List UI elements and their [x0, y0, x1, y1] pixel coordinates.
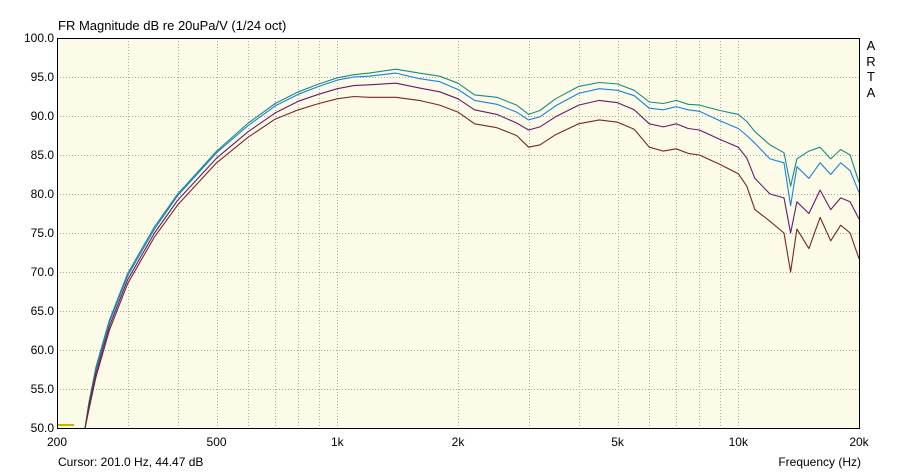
x-tick-label: 200: [47, 435, 67, 449]
series-line-4: [84, 95, 859, 428]
series-lines: [84, 68, 859, 428]
plot-frame: [57, 38, 860, 429]
x-tick-label: 1k: [331, 435, 345, 449]
y-tick-label: 90.0: [31, 109, 55, 123]
brand-letter: A: [866, 38, 876, 53]
x-tick-label: 10k: [729, 435, 749, 449]
y-tick-label: 100.0: [24, 31, 54, 45]
brand-letter: T: [867, 69, 875, 84]
y-tick-label: 95.0: [31, 70, 55, 84]
series-line-3: [84, 82, 859, 428]
chart-title: FR Magnitude dB re 20uPa/V (1/24 oct): [58, 18, 287, 33]
y-tick-label: 75.0: [31, 226, 55, 240]
x-axis-label: Frequency (Hz): [778, 455, 861, 469]
x-tick-label: 2k: [452, 435, 466, 449]
y-tick-labels: 50.0 55.0 60.0 65.0 70.0 75.0 80.0 85.0 90.0 95.0…: [24, 31, 54, 435]
arta-brand: A R T A: [862, 38, 880, 100]
brand-letter: A: [866, 84, 876, 100]
y-tick-label: 70.0: [31, 265, 55, 279]
cursor-readout: Cursor: 201.0 Hz, 44.47 dB: [58, 455, 204, 469]
x-tick-label: 5k: [611, 435, 625, 449]
y-tick-label: 80.0: [31, 187, 55, 201]
series-line-2: [84, 68, 859, 428]
brand-letter: R: [866, 53, 876, 69]
grid-lines: [57, 38, 859, 428]
series-line-1: [84, 72, 859, 428]
x-tick-label: 20k: [849, 435, 869, 449]
y-tick-label: 55.0: [31, 382, 55, 396]
y-tick-label: 85.0: [31, 148, 55, 162]
y-tick-label: 65.0: [31, 304, 55, 318]
y-tick-label: 60.0: [31, 343, 55, 357]
y-tick-label: 50.0: [31, 421, 55, 435]
x-tick-label: 500: [207, 435, 227, 449]
x-tick-labels: 200 500 1k 2k 5k 10k 20k: [47, 435, 870, 449]
